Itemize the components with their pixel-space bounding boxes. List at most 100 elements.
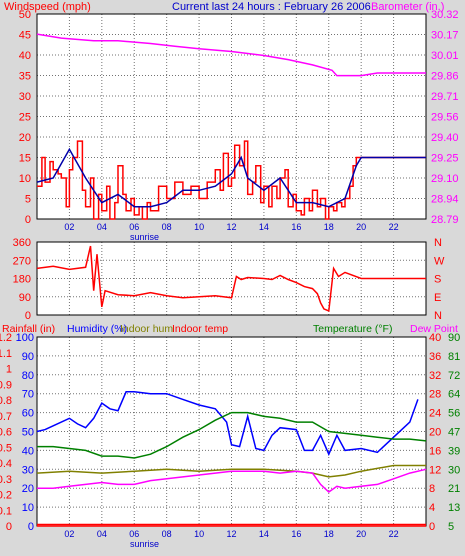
x-tick-label: 12 xyxy=(226,222,236,232)
y-tick-label: 20 xyxy=(429,427,441,439)
y-tick-label: 80 xyxy=(22,370,34,382)
x-tick-label: 04 xyxy=(97,222,107,232)
temperature-label: Temperature (°F) xyxy=(313,323,392,335)
x-tick-label: 08 xyxy=(162,222,172,232)
x-tick-label: 02 xyxy=(64,222,74,232)
x-tick-label: 20 xyxy=(356,222,366,232)
y-tick-label: 29.86 xyxy=(431,71,459,83)
x-tick-label: 08 xyxy=(162,529,172,539)
y-tick-label: 0 xyxy=(429,521,435,533)
y-tick-label: 29.10 xyxy=(431,173,459,185)
y-tick-label: 0.8 xyxy=(0,395,12,407)
y-tick-label: 50 xyxy=(19,9,31,21)
windspeed-axis-title: Windspeed (mph) xyxy=(4,1,91,13)
indoor-hum-label: Indoor hum xyxy=(120,323,173,335)
x-tick-label: 14 xyxy=(259,222,269,232)
wind-baro-panel: 0 5 10 15 20 25 30 35 40 45 50 28.79 28.94 29.10 29.2… xyxy=(19,9,459,242)
y-tick-label: 20 xyxy=(19,132,31,144)
y-tick-label: 30 xyxy=(22,464,34,476)
y-tick-label: 50 xyxy=(22,427,34,439)
y-tick-label: 35 xyxy=(19,71,31,83)
windspeed-axis-ticks: 0 5 10 15 20 25 30 35 40 45 50 xyxy=(19,9,31,226)
y-tick-label: N xyxy=(434,237,442,249)
x-tick-label: 06 xyxy=(129,222,139,232)
series-group-3 xyxy=(36,391,427,527)
y-tick-label: 28 xyxy=(429,389,441,401)
temp-c-axis-ticks: 0 4 8 12 16 20 24 28 32 36 40 xyxy=(429,332,441,533)
rainfall-axis-ticks: 0 0.1 0.2 0.3 0.4 0.5 0.6 0.7 0.8 0.9 1 1.1 1.2 xyxy=(0,332,12,533)
series-line-wind-avg xyxy=(36,147,426,208)
y-tick-label: 1.2 xyxy=(0,332,12,344)
y-tick-label: 29.25 xyxy=(431,153,459,165)
grid-3 xyxy=(37,337,426,526)
x-axis-ticks-1: 02 04 06 08 10 12 14 16 18 20 22 xyxy=(64,222,398,232)
y-tick-label: W xyxy=(434,255,445,267)
y-tick-label: 90 xyxy=(448,332,460,344)
y-tick-label: 5 xyxy=(448,521,454,533)
y-tick-label: 0.7 xyxy=(0,411,12,423)
x-tick-label: 20 xyxy=(356,529,366,539)
y-tick-label: 24 xyxy=(429,408,441,420)
y-tick-label: 4 xyxy=(429,502,435,514)
y-tick-label: 0.3 xyxy=(0,474,12,486)
y-tick-label: 30.01 xyxy=(431,50,459,62)
y-tick-label: 10 xyxy=(19,173,31,185)
y-tick-label: 0.1 xyxy=(0,505,12,517)
dew-point-label: Dew Point xyxy=(410,323,458,335)
sunrise-label-3: sunrise xyxy=(130,539,159,549)
y-tick-label: 40 xyxy=(22,445,34,457)
series-line-barometer xyxy=(36,33,426,77)
y-tick-label: 0.9 xyxy=(0,379,12,391)
y-tick-label: 56 xyxy=(448,408,460,420)
x-tick-label: 04 xyxy=(97,529,107,539)
y-tick-label: 28.79 xyxy=(431,214,459,226)
y-tick-label: 70 xyxy=(22,389,34,401)
y-tick-label: 21 xyxy=(448,483,460,495)
y-tick-label: 81 xyxy=(448,351,460,363)
series-group-2 xyxy=(36,245,426,312)
humidity-axis-ticks: 0 10 20 30 40 50 60 70 80 90 100 xyxy=(16,332,34,533)
x-tick-label: 22 xyxy=(389,529,399,539)
x-tick-label: 18 xyxy=(324,529,334,539)
chart-title: Current last 24 hours : February 26 2006 xyxy=(172,1,371,13)
y-tick-label: 20 xyxy=(22,483,34,495)
y-tick-label: 72 xyxy=(448,370,460,382)
y-tick-label: 25 xyxy=(19,112,31,124)
barometer-axis-title: Barometer (in.) xyxy=(371,1,444,13)
x-tick-label: 18 xyxy=(324,222,334,232)
y-tick-label: 100 xyxy=(16,332,34,344)
direction-axis-ticks: 0 90 180 270 360 xyxy=(13,237,31,322)
y-tick-label: 0.6 xyxy=(0,427,12,439)
y-tick-label: 30 xyxy=(19,91,31,103)
y-tick-label: 30.32 xyxy=(431,9,459,21)
y-tick-label: 0.5 xyxy=(0,442,12,454)
x-tick-label: 02 xyxy=(64,529,74,539)
x-tick-label: 16 xyxy=(291,529,301,539)
y-tick-label: 40 xyxy=(19,50,31,62)
y-tick-label: E xyxy=(434,292,441,304)
y-tick-label: 0 xyxy=(25,310,31,322)
y-tick-label: N xyxy=(434,310,442,322)
x-tick-label: 22 xyxy=(389,222,399,232)
y-tick-label: 0 xyxy=(28,521,34,533)
indoor-temp-label: Indoor temp xyxy=(172,323,228,335)
x-tick-label: 14 xyxy=(259,529,269,539)
y-tick-label: 1.1 xyxy=(0,348,12,360)
y-tick-label: 0.2 xyxy=(0,490,12,502)
series-line-dew-point xyxy=(37,468,427,493)
y-tick-label: 36 xyxy=(429,351,441,363)
y-tick-label: 30 xyxy=(448,464,460,476)
y-tick-label: 64 xyxy=(448,389,460,401)
humidity-temp-panel: 0 0.1 0.2 0.3 0.4 0.5 0.6 0.7 0.8 0.9 1 1.1 1.2 0 10 2… xyxy=(0,332,460,549)
y-tick-label: 47 xyxy=(448,427,460,439)
series-line-windspeed xyxy=(37,140,426,220)
y-tick-label: 90 xyxy=(19,292,31,304)
series-line-indoor-hum xyxy=(36,464,426,478)
rainfall-label: Rainfall (in) xyxy=(2,323,55,335)
x-axis-ticks-3: 02 04 06 08 10 12 14 16 18 20 22 xyxy=(64,529,398,539)
y-tick-label: S xyxy=(434,274,441,286)
y-tick-label: 12 xyxy=(429,464,441,476)
y-tick-label: 13 xyxy=(448,502,460,514)
y-tick-label: 40 xyxy=(429,332,441,344)
